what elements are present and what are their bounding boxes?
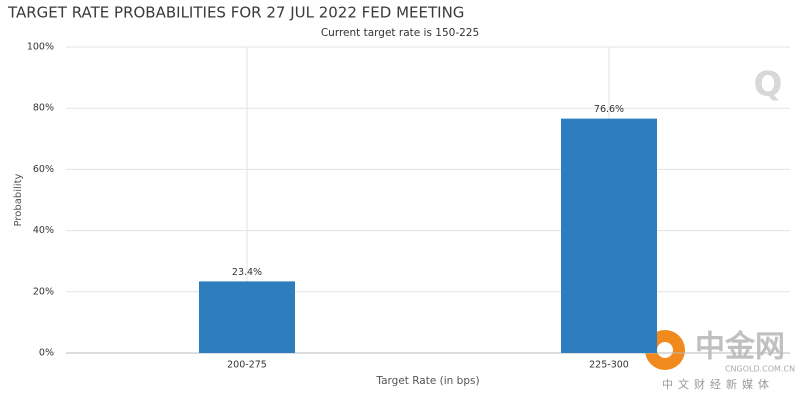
watermark-tagline: 中文财经新媒体 [662,377,774,391]
y-tick-label: 20% [33,286,54,297]
watermark-logo: Q [754,65,783,105]
x-axis-title: Target Rate (in bps) [375,375,479,387]
watermark-brand: 中金网 [695,330,785,365]
chart-title: TARGET RATE PROBABILITIES FOR 27 JUL 202… [7,4,464,22]
y-tick-label: 80% [33,103,54,114]
brand-logo-inner [657,342,673,358]
y-axis-title: Probability [13,173,24,226]
y-tick-label: 0% [39,348,54,359]
x-tick-label: 225-300 [589,360,629,371]
chart-subtitle: Current target rate is 150-225 [321,27,479,39]
value-label: 76.6% [594,104,624,115]
bar [561,118,657,353]
value-label: 23.4% [232,267,262,278]
y-tick-label: 40% [33,225,54,236]
x-tick-label: 200-275 [227,360,267,371]
bar [199,281,295,353]
watermark-site: CNGOLD.COM.CN [725,365,795,374]
y-tick-label: 60% [33,164,54,175]
y-tick-label: 100% [27,42,54,53]
